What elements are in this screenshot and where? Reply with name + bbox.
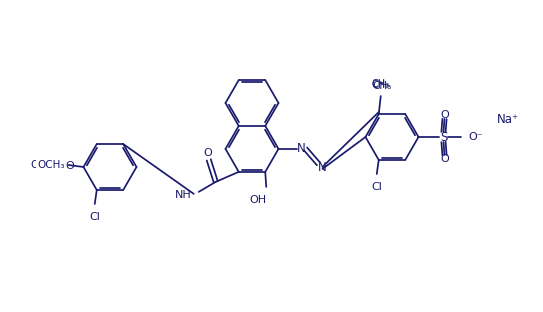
Text: O: O [440,110,449,120]
Text: CH₃: CH₃ [372,79,390,89]
Text: Na⁺: Na⁺ [496,113,519,125]
Text: OH: OH [250,195,267,205]
Text: OCH₃: OCH₃ [30,160,58,170]
Text: Cl: Cl [371,182,382,192]
Text: Cl: Cl [89,212,100,222]
Text: O: O [65,161,74,171]
Text: O: O [50,160,59,170]
Text: N: N [297,142,306,155]
Text: O: O [440,154,449,164]
Text: N: N [318,161,327,174]
Text: S: S [440,130,447,144]
Text: CH₃: CH₃ [372,81,392,91]
Text: O⁻: O⁻ [469,132,483,142]
Text: CH₃: CH₃ [372,80,390,90]
Text: OCH₃: OCH₃ [38,160,65,170]
Text: O: O [50,160,59,170]
Text: CH₃: CH₃ [36,160,56,170]
Text: NH: NH [175,190,192,200]
Text: O: O [204,148,212,158]
